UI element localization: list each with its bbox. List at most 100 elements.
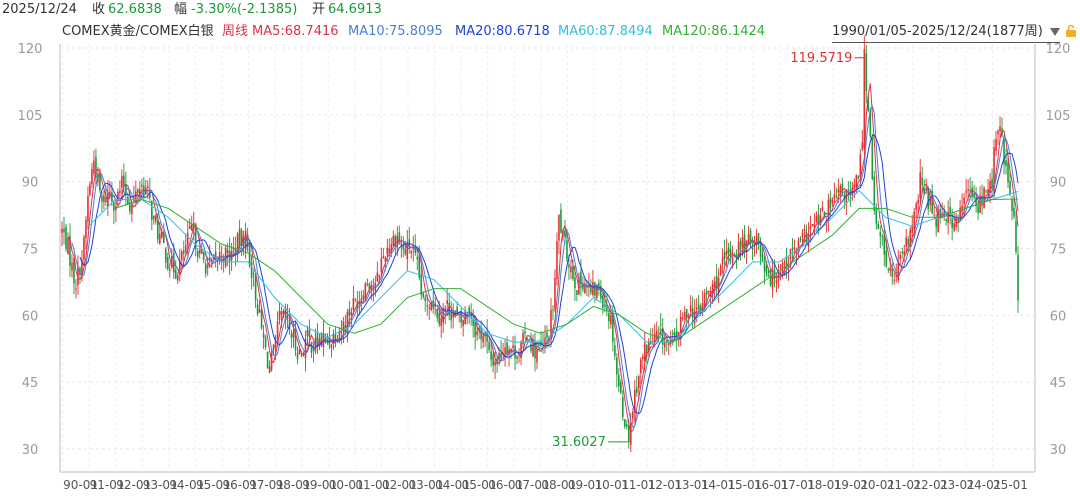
candle-body [226,249,229,253]
candle-body [342,321,345,331]
x-tick-label: 03-01 [409,478,444,492]
change-label: 幅 [174,2,188,17]
candle-body [931,191,933,214]
candle-body [582,283,584,290]
candle-body [1007,162,1009,183]
candle-body [865,53,868,92]
candle-body [819,215,822,225]
candle-body [386,247,389,255]
candle-body [725,250,728,255]
x-tick-label: 10-01 [595,478,630,492]
candle-body [805,231,808,244]
candle-body [757,233,760,245]
candle-body [985,190,987,192]
candle-body [727,247,730,253]
candle-body [218,252,221,262]
candle-body [576,290,578,295]
candle-body [430,302,433,311]
candle-body [123,175,125,187]
candle-body [83,237,85,260]
candle-body [316,332,319,347]
moving-averages [67,83,1019,433]
candle-body [558,214,560,241]
candle-body [464,310,466,325]
x-tick-label: 02-01 [382,478,417,492]
candle-body [460,311,462,323]
candle-body [322,333,325,347]
candle-body [434,303,437,305]
candle-body [166,256,169,269]
candle-body [945,219,947,222]
candle-body [438,312,441,325]
y-tick-label-right: 60 [1050,309,1067,324]
candle-body [340,330,343,333]
candle-body [492,355,494,366]
candle-body [879,232,882,237]
date-range-selector[interactable]: 1990/01/05-2025/12/24(1877周) [832,22,1060,43]
candle-body [504,347,506,354]
candle-body [364,283,367,302]
candle-body [813,224,816,230]
legend-period[interactable]: 周线 [222,24,249,39]
candle-body [246,234,249,247]
candle-body [312,347,315,351]
candle-body [446,300,448,304]
candle-body [390,244,393,252]
candle-body [975,197,977,207]
candle-body [887,268,890,270]
candle-body [73,258,75,284]
y-tick-label-left: 90 [22,176,39,191]
candle-body [252,273,255,275]
candle-body [657,329,660,331]
candle-body [198,249,201,254]
candle-body [486,332,488,342]
candle-body [318,338,321,347]
candle-body [67,237,69,255]
candle-body [612,313,614,342]
candle-body [129,202,131,212]
candle-body [735,254,738,259]
open-label: 开 [312,2,326,17]
candle-body [831,199,834,204]
candle-body [77,266,79,286]
candle-body [693,311,696,324]
candle-body [298,349,301,355]
candle-body [101,196,103,202]
candle-body [697,304,700,310]
x-tick-label: 95-01 [196,478,231,492]
candle-body [512,345,514,349]
candle-body [923,188,925,195]
candle-body [667,343,670,346]
candle-body [1017,254,1019,301]
candle-body [953,223,955,231]
triangle-down-icon[interactable] [1050,27,1060,36]
date-range-text: 1990/01/05-2025/12/24(1877周) [832,24,1043,39]
candle-body [79,268,81,276]
x-tick-label: 12-01 [648,478,683,492]
candle-body [210,259,213,262]
candle-body [354,298,357,300]
candle-body [1003,138,1005,165]
candle-body [723,252,726,259]
lock-icon[interactable] [1064,24,1078,38]
candle-body [769,277,772,286]
candle-body [500,352,502,359]
candle-body [755,236,758,245]
candle-body [282,310,285,314]
candle-body [95,156,97,179]
candle-body [65,226,67,250]
legend-symbol[interactable]: COMEX黄金/COMEX白银 [62,24,214,39]
candle-body [655,330,658,339]
candle-body [93,160,95,174]
candle-body [190,223,193,231]
candle-body [232,247,235,251]
candle-body [703,293,706,308]
candle-body [362,295,365,300]
candle-body [895,275,898,277]
candle-body [194,223,197,250]
candle-body [851,187,854,196]
candle-body [903,251,906,255]
candle-body [156,220,159,240]
x-tick-label: 96-01 [223,478,258,492]
